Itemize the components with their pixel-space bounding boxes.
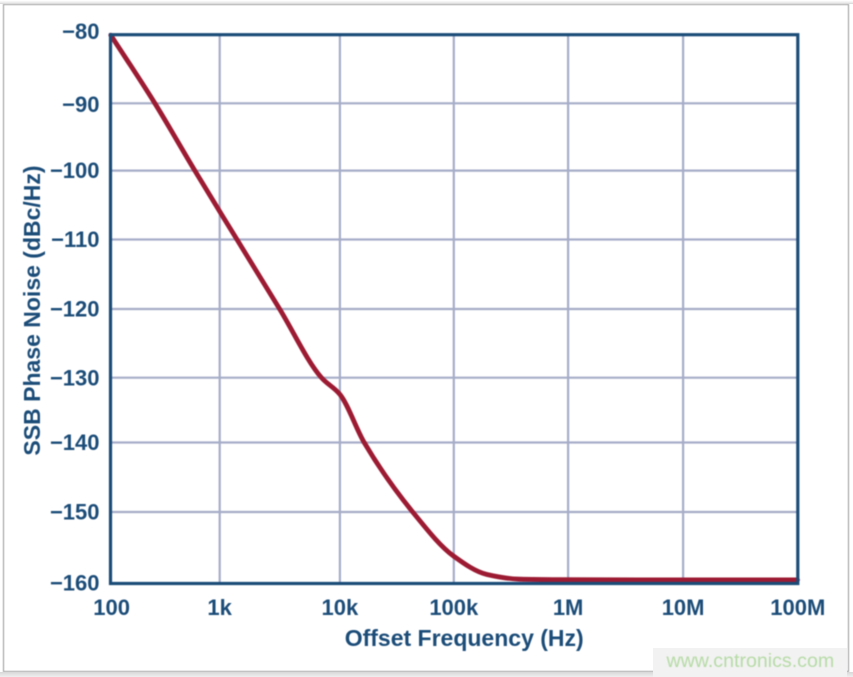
- svg-text:−80: −80: [62, 19, 99, 44]
- svg-text:100: 100: [93, 595, 130, 620]
- svg-text:100M: 100M: [770, 595, 825, 620]
- svg-text:1M: 1M: [553, 595, 584, 620]
- svg-text:1k: 1k: [207, 595, 232, 620]
- svg-text:−90: −90: [62, 92, 99, 117]
- svg-text:−130: −130: [50, 365, 100, 390]
- svg-text:SSB Phase Noise (dBc/Hz): SSB Phase Noise (dBc/Hz): [19, 165, 45, 455]
- svg-text:−120: −120: [50, 297, 100, 322]
- svg-text:−110: −110: [51, 227, 99, 252]
- svg-text:−150: −150: [50, 500, 100, 525]
- svg-text:−100: −100: [50, 158, 100, 183]
- svg-text:10M: 10M: [662, 595, 705, 620]
- svg-text:−140: −140: [50, 430, 100, 455]
- svg-text:10k: 10k: [322, 595, 359, 620]
- svg-text:100k: 100k: [429, 595, 479, 620]
- svg-text:Offset Frequency (Hz): Offset Frequency (Hz): [345, 625, 584, 651]
- svg-text:−160: −160: [50, 570, 100, 595]
